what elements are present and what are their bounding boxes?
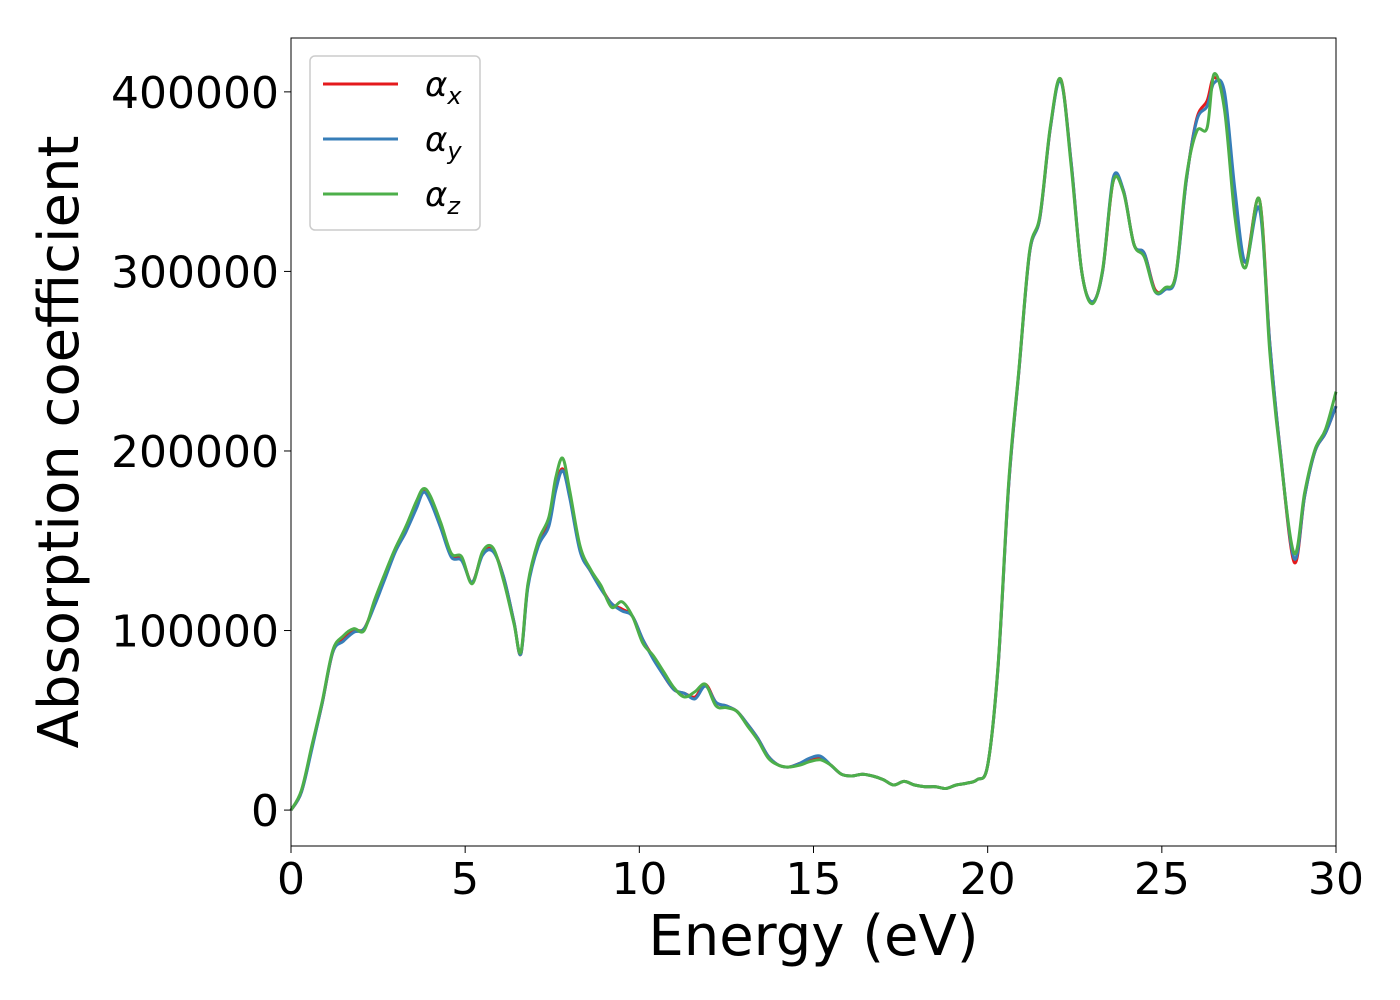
legend-symbol: α bbox=[425, 175, 447, 215]
x-tick-label: 10 bbox=[611, 854, 667, 905]
legend-label-alpha-x: αx bbox=[425, 65, 462, 110]
series-layer bbox=[289, 72, 1338, 811]
x-tick-label: 20 bbox=[960, 854, 1016, 905]
x-tick-label: 30 bbox=[1308, 854, 1364, 905]
y-axis-ticks: 0 100000 200000 300000 400000 bbox=[111, 68, 291, 837]
x-tick-label: 15 bbox=[786, 854, 842, 905]
legend-box bbox=[309, 55, 481, 231]
y-tick-label: 300000 bbox=[111, 247, 279, 298]
legend-label-alpha-z: αz bbox=[425, 175, 461, 220]
y-tick-label: 200000 bbox=[111, 427, 279, 478]
x-tick-label: 0 bbox=[277, 854, 305, 905]
series-line-alpha-z bbox=[289, 72, 1338, 811]
y-tick-label: 100000 bbox=[111, 607, 279, 658]
x-tick-label: 5 bbox=[451, 854, 479, 905]
x-tick-label: 25 bbox=[1134, 854, 1190, 905]
x-axis-ticks: 0 5 10 15 20 25 30 bbox=[277, 846, 1364, 905]
legend-symbol: α bbox=[425, 120, 447, 160]
legend-subscript: x bbox=[446, 82, 462, 110]
y-tick-label: 400000 bbox=[111, 68, 279, 119]
y-axis-label: Absorption coefficient bbox=[27, 136, 92, 749]
legend-subscript: z bbox=[446, 192, 461, 220]
legend-symbol: α bbox=[425, 65, 447, 105]
x-axis-label: Energy (eV) bbox=[648, 904, 978, 969]
y-tick-label: 0 bbox=[251, 786, 279, 837]
legend-subscript: y bbox=[446, 137, 462, 165]
legend-label-alpha-y: αy bbox=[425, 120, 462, 165]
